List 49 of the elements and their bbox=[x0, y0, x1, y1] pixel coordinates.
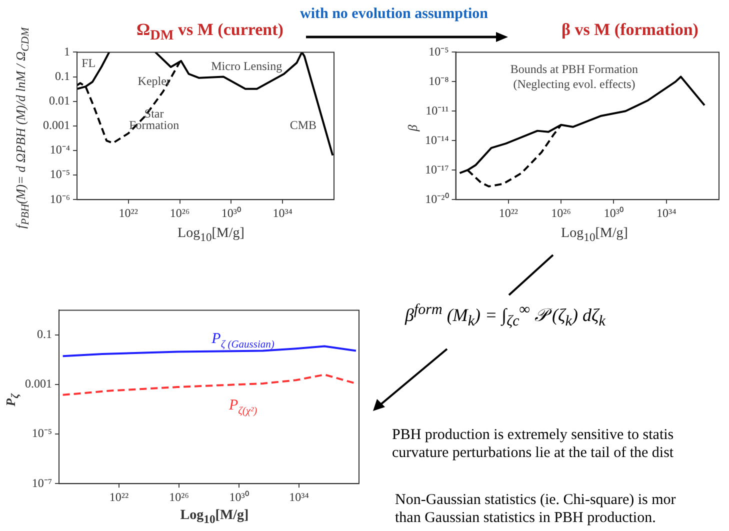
y-axis-title: β bbox=[405, 124, 421, 134]
x-tick-label: 10²² bbox=[109, 490, 129, 504]
chart-title: β vs M (formation) bbox=[560, 20, 700, 40]
y-tick-label: 10⁻⁴ bbox=[50, 142, 70, 157]
x-axis-title: Log$_{10}$[M/g] bbox=[179, 508, 250, 526]
y-tick-label: 0.1 bbox=[55, 68, 70, 83]
x-tick-label: 10³⁴ bbox=[656, 206, 676, 220]
x-tick-label: 10²⁶ bbox=[169, 490, 189, 504]
y-tick-label: 0.01 bbox=[49, 93, 70, 108]
annotation: Micro Lensing bbox=[211, 59, 282, 74]
x-tick-label: 10²⁶ bbox=[170, 206, 190, 220]
annotation: Formation bbox=[129, 118, 180, 132]
x-tick-label: 10³⁰ bbox=[229, 490, 249, 504]
x-tick-label: 10³⁴ bbox=[272, 206, 292, 220]
annotation: Bounds at PBH Formation bbox=[510, 62, 638, 76]
annotation: (Neglecting evol. effects) bbox=[513, 76, 636, 91]
y-tick-label: 10⁻⁵ bbox=[50, 167, 70, 182]
x-axis-title: Log$_{10}$[M/g] bbox=[176, 226, 246, 244]
y-tick-label: 10⁻²⁰ bbox=[425, 192, 449, 206]
y-tick-label: 10⁻⁸ bbox=[428, 74, 449, 88]
y-tick-label: 0.1 bbox=[37, 327, 52, 342]
y-tick-label: 10⁻¹⁴ bbox=[425, 132, 449, 147]
y-tick-label: 10⁻¹¹ bbox=[426, 103, 450, 118]
x-tick-label: 10³⁴ bbox=[289, 490, 309, 504]
y-tick-label: 1 bbox=[64, 44, 70, 58]
chart-title: Ω$_{DM}$ vs M (current) bbox=[136, 20, 284, 44]
x-tick-label: 10³⁰ bbox=[604, 206, 624, 220]
annotation: Kepler bbox=[138, 74, 170, 88]
x-tick-label: 10³⁰ bbox=[221, 206, 242, 220]
text: curvature perturbations lie at the tail of the dist bbox=[392, 445, 674, 462]
text: than Gaussian statistics in PBH production. bbox=[395, 510, 656, 527]
annotation: FL bbox=[82, 56, 96, 70]
y-tick-label: 10⁻⁵ bbox=[32, 426, 52, 440]
y-tick-label: 10⁻¹⁷ bbox=[425, 162, 449, 176]
y-tick-label: 10⁻⁵ bbox=[428, 44, 449, 58]
y-tick-label: 10⁻⁷ bbox=[32, 476, 52, 490]
text: with no evolution assumption bbox=[300, 6, 488, 23]
annotation: Star bbox=[144, 106, 164, 120]
y-tick-label: 10⁻⁶ bbox=[50, 192, 70, 206]
x-tick-label: 10²² bbox=[498, 206, 518, 220]
annotation: CMB bbox=[290, 118, 317, 132]
y-tick-label: 0.001 bbox=[43, 118, 70, 132]
x-axis-title: Log$_{10}$[M/g] bbox=[560, 226, 629, 244]
text: Non-Gaussian statistics (ie. Chi-square) is mor bbox=[395, 492, 676, 509]
y-tick-label: 0.001 bbox=[25, 376, 52, 391]
text: PBH production is extremely sensitive to statis bbox=[392, 427, 674, 444]
x-tick-label: 10²⁶ bbox=[551, 206, 571, 220]
x-tick-label: 10²² bbox=[118, 206, 138, 220]
text: β$^{form}$ (M$_{k}$) = ∫$_{ζc}$$^{∞}$ 𝒫 (ζ$_{k}$) dζ$_{k}$ bbox=[405, 302, 606, 330]
